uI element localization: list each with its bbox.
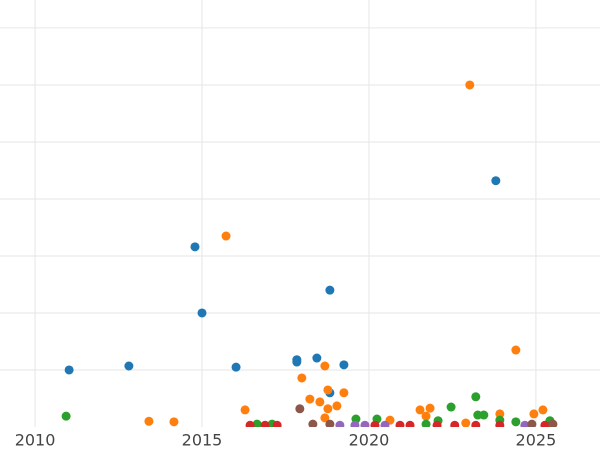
point — [305, 394, 315, 404]
point — [511, 417, 521, 427]
point — [421, 419, 431, 427]
point — [292, 357, 302, 367]
point — [197, 308, 207, 318]
point — [450, 420, 460, 427]
point — [339, 388, 349, 398]
point — [527, 419, 537, 427]
point — [415, 405, 425, 415]
point — [320, 413, 330, 423]
point — [169, 417, 179, 427]
grid — [0, 0, 600, 427]
point — [471, 420, 481, 427]
point — [260, 420, 270, 427]
point — [395, 420, 405, 427]
x-tick-label: 2015 — [182, 431, 223, 450]
point — [325, 419, 335, 427]
point — [540, 420, 550, 427]
point — [190, 242, 200, 252]
point — [405, 420, 415, 427]
point — [231, 362, 241, 372]
point — [335, 420, 345, 427]
point — [446, 402, 456, 412]
point — [548, 419, 558, 427]
point — [240, 405, 250, 415]
point — [315, 397, 325, 407]
point — [461, 418, 471, 427]
point — [432, 420, 442, 427]
point — [308, 419, 318, 427]
point — [339, 360, 349, 370]
point — [529, 409, 539, 419]
point — [144, 416, 154, 426]
point — [479, 410, 489, 420]
point — [272, 420, 282, 427]
point — [465, 80, 475, 90]
point — [471, 392, 481, 402]
point — [520, 420, 530, 427]
point — [221, 231, 231, 241]
point — [295, 404, 305, 414]
point — [124, 361, 134, 371]
point — [538, 405, 548, 415]
points — [61, 80, 558, 427]
point — [320, 361, 330, 371]
point — [425, 403, 435, 413]
point — [491, 176, 501, 186]
point — [495, 420, 505, 427]
point — [370, 420, 380, 427]
x-tick-label: 2025 — [516, 431, 557, 450]
point — [495, 409, 505, 419]
point — [312, 353, 322, 363]
x-tick-label: 2020 — [349, 431, 390, 450]
point — [421, 411, 431, 421]
point — [332, 401, 342, 411]
point — [380, 420, 390, 427]
point — [360, 420, 370, 427]
point — [350, 420, 360, 427]
point — [297, 373, 307, 383]
point — [323, 404, 333, 414]
point — [511, 345, 521, 355]
point — [252, 419, 262, 427]
point — [64, 365, 74, 375]
point — [245, 420, 255, 427]
x-tick-label: 2010 — [15, 431, 56, 450]
point — [325, 285, 335, 295]
point — [323, 385, 333, 395]
point — [61, 411, 71, 421]
